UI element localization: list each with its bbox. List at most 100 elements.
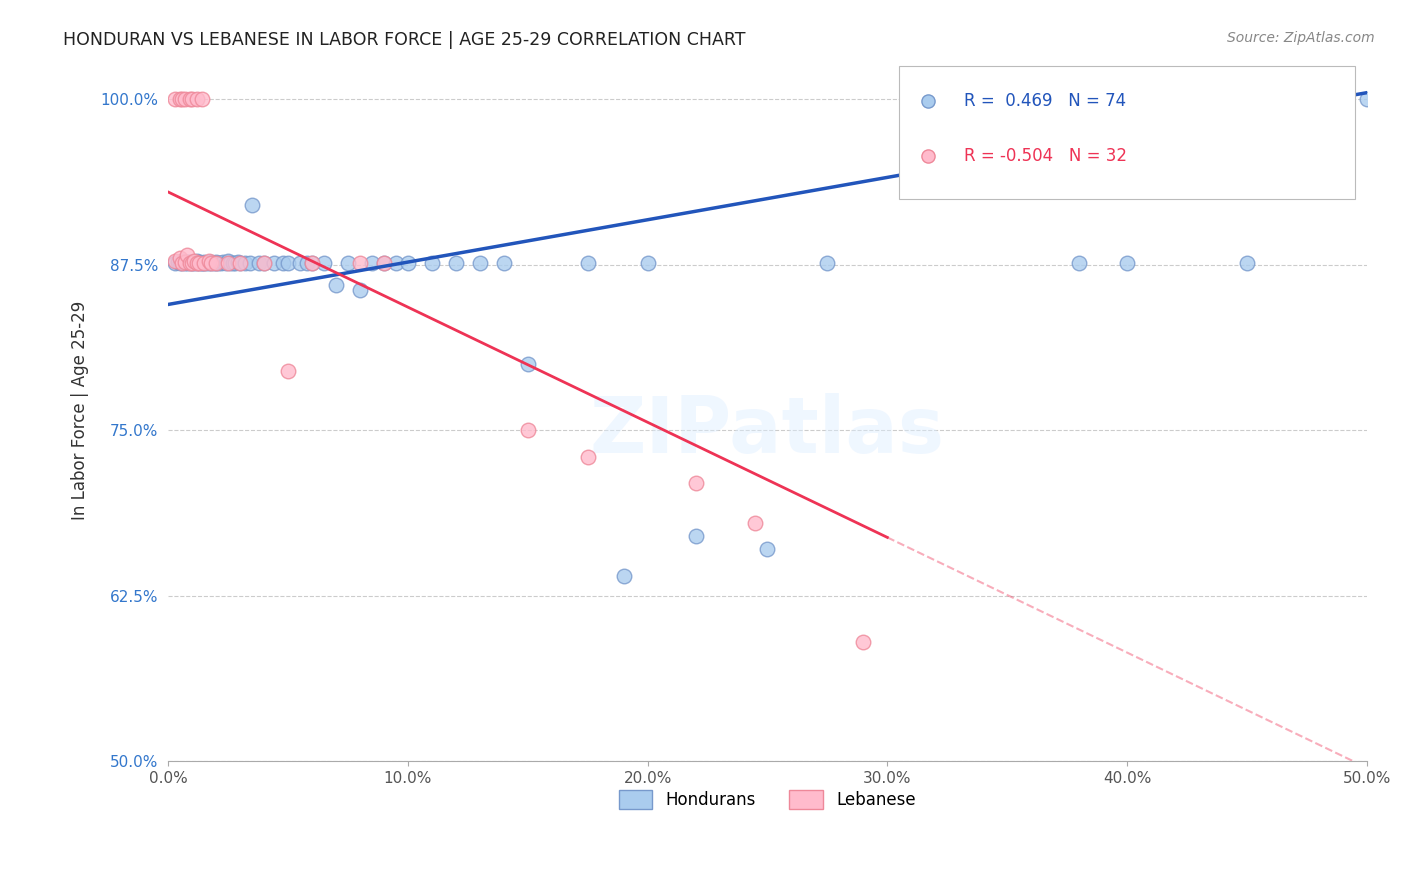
Point [186,92,208,106]
Point [325,277,347,292]
Point [217,256,239,270]
Point [179,255,201,269]
Point [183,253,205,268]
Point [226,255,249,269]
Point [188,256,211,270]
Point [186,256,208,270]
Point [173,255,195,269]
Point [277,256,299,270]
Point [190,256,212,270]
Point [186,253,208,268]
Point [173,92,195,106]
Point [205,256,228,270]
Point [166,255,188,269]
Text: R = -0.504   N = 32: R = -0.504 N = 32 [965,147,1128,165]
Point [176,256,198,270]
Point [233,256,256,270]
Text: Source: ZipAtlas.com: Source: ZipAtlas.com [1227,31,1375,45]
Point [205,256,228,270]
Point [190,256,212,270]
Point [373,256,395,270]
Text: R =  0.469   N = 74: R = 0.469 N = 74 [965,92,1126,110]
Point [176,255,198,269]
Point [576,256,599,270]
Point [516,357,538,371]
Point [169,256,191,270]
Point [190,92,212,106]
Point [212,255,235,269]
Point [271,256,294,270]
Point [253,256,276,270]
Point [181,256,204,270]
Point [188,255,211,269]
Point [240,198,263,212]
Point [193,255,215,269]
Point [917,149,939,163]
Text: ZIPatlas: ZIPatlas [591,393,945,469]
Legend: Hondurans, Lebanese: Hondurans, Lebanese [613,783,922,816]
Point [277,364,299,378]
Point [295,256,318,270]
Point [188,256,211,270]
Point [1069,256,1091,270]
Point [312,256,335,270]
Point [637,256,659,270]
Point [492,256,515,270]
Point [181,255,204,269]
Point [852,635,875,649]
Point [247,256,270,270]
Point [917,94,939,108]
Point [1116,256,1139,270]
Point [385,256,408,270]
Point [222,256,245,270]
Point [169,92,191,106]
Point [195,256,218,270]
Point [1355,92,1378,106]
Point [165,92,187,106]
Point [444,256,467,270]
Point [200,256,222,270]
Point [217,253,239,268]
Point [172,256,194,270]
Point [1236,256,1258,270]
Point [193,256,215,270]
Point [815,256,838,270]
Point [179,92,201,106]
Point [165,256,187,270]
Point [205,255,228,269]
Point [179,256,201,270]
Point [176,248,198,262]
Point [219,256,242,270]
Point [576,450,599,464]
Point [516,423,538,437]
Point [165,253,187,268]
Point [193,256,215,270]
Point [179,256,201,270]
Point [224,256,246,270]
Point [173,256,195,270]
Point [301,256,323,270]
Text: HONDURAN VS LEBANESE IN LABOR FORCE | AGE 25-29 CORRELATION CHART: HONDURAN VS LEBANESE IN LABOR FORCE | AG… [63,31,745,49]
Point [202,256,225,270]
Point [396,256,419,270]
Point [181,256,204,270]
Point [229,256,252,270]
Point [360,256,382,270]
Point [209,256,232,270]
Point [207,256,229,270]
Point [183,256,205,270]
Point [301,256,323,270]
Point [373,256,395,270]
Y-axis label: In Labor Force | Age 25-29: In Labor Force | Age 25-29 [72,301,89,520]
Point [685,529,707,543]
Point [756,542,779,557]
Point [200,255,222,269]
Point [685,476,707,491]
Point [169,251,191,265]
Point [420,256,443,270]
Point [198,256,221,270]
Point [613,568,636,582]
Point [173,255,195,269]
Point [468,256,491,270]
Point [253,256,276,270]
